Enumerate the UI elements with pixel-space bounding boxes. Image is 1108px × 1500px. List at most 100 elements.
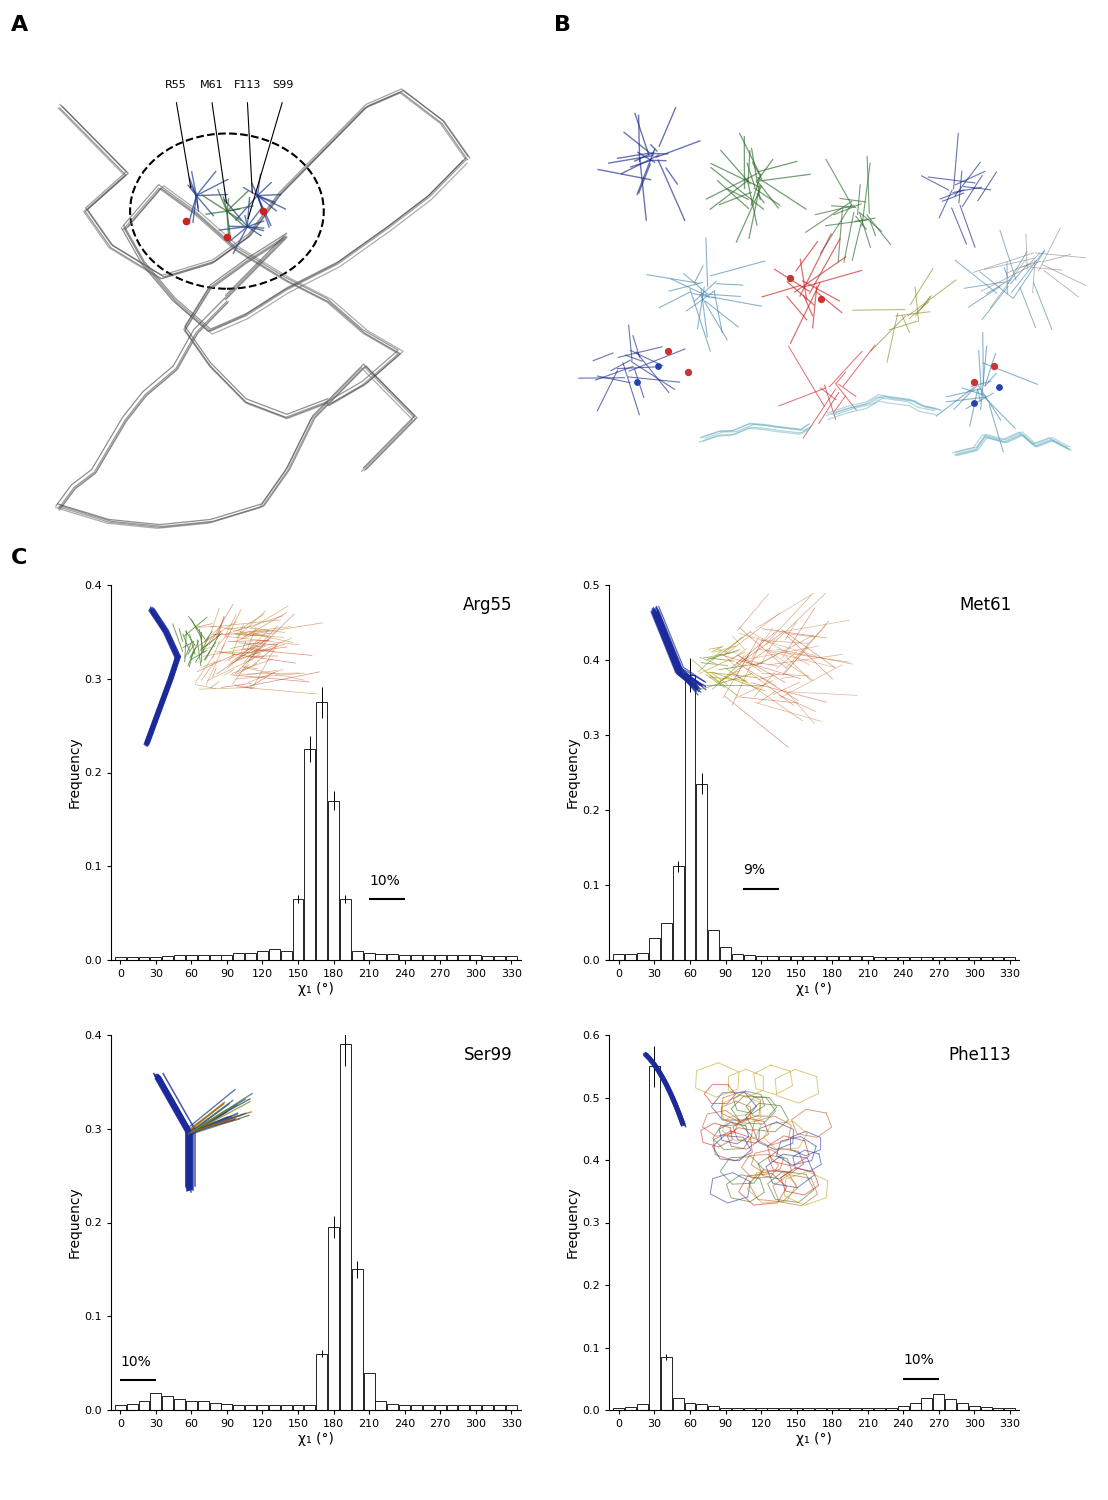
Bar [625, 1407, 636, 1410]
Bar [506, 957, 516, 960]
Bar [447, 1406, 458, 1410]
Bar [708, 1407, 719, 1410]
X-axis label: χ₁ (°): χ₁ (°) [797, 982, 832, 996]
Bar [696, 1404, 707, 1410]
Point [812, 286, 830, 310]
Bar [685, 675, 696, 960]
Text: 10%: 10% [903, 1353, 934, 1368]
Bar [316, 1353, 327, 1410]
Text: C: C [11, 548, 28, 567]
Bar [957, 1402, 968, 1410]
Bar [945, 1398, 956, 1410]
Bar [305, 748, 316, 960]
Bar [388, 1404, 398, 1410]
Bar [756, 1407, 767, 1410]
Bar [933, 1395, 944, 1410]
Bar [791, 1407, 802, 1410]
Bar [732, 1407, 742, 1410]
Bar [957, 957, 968, 960]
Bar [363, 952, 375, 960]
Point [254, 200, 271, 223]
Bar [968, 957, 979, 960]
Bar [411, 1406, 422, 1410]
Point [177, 210, 195, 234]
Bar [138, 1401, 150, 1410]
Bar [293, 1406, 304, 1410]
Bar [257, 951, 268, 960]
Bar [933, 957, 944, 960]
Bar [768, 957, 778, 960]
Bar [981, 1407, 992, 1410]
Bar [945, 957, 956, 960]
Bar [708, 930, 719, 960]
Bar [637, 952, 648, 960]
Bar [126, 957, 137, 960]
Text: Ser99: Ser99 [464, 1047, 513, 1065]
Bar [115, 957, 125, 960]
Bar [886, 957, 896, 960]
Bar [280, 1406, 291, 1410]
Bar [720, 1407, 731, 1410]
Bar [874, 1407, 885, 1410]
Bar [197, 1401, 208, 1410]
Bar [459, 1406, 470, 1410]
Bar [791, 957, 802, 960]
Bar [494, 1406, 505, 1410]
Bar [482, 957, 493, 960]
Text: M61: M61 [199, 80, 224, 90]
Bar [839, 957, 850, 960]
Text: 10%: 10% [369, 874, 400, 888]
Bar [614, 954, 624, 960]
Bar [886, 1407, 896, 1410]
Bar [743, 956, 755, 960]
Bar [352, 1269, 362, 1410]
Bar [340, 898, 351, 960]
Point [679, 360, 697, 384]
Bar [685, 1402, 696, 1410]
Bar [649, 1066, 660, 1410]
Bar [673, 867, 684, 960]
Bar [614, 1408, 624, 1410]
Bar [506, 1406, 516, 1410]
Text: S99: S99 [273, 80, 294, 90]
Bar [447, 956, 458, 960]
Text: Met61: Met61 [958, 597, 1012, 615]
Point [965, 390, 983, 414]
Bar [423, 1406, 434, 1410]
Bar [897, 957, 909, 960]
Bar [459, 956, 470, 960]
Text: Phe113: Phe113 [948, 1047, 1012, 1065]
Bar [494, 957, 505, 960]
Text: 10%: 10% [121, 1354, 151, 1368]
Bar [779, 957, 790, 960]
Bar [399, 1406, 410, 1410]
Point [965, 370, 983, 394]
Bar [328, 1227, 339, 1410]
Bar [115, 1406, 125, 1410]
X-axis label: χ₁ (°): χ₁ (°) [797, 1432, 832, 1446]
Bar [245, 952, 256, 960]
Bar [803, 957, 814, 960]
Bar [316, 702, 327, 960]
Bar [968, 1406, 979, 1410]
Bar [245, 1406, 256, 1410]
Bar [851, 957, 861, 960]
Bar [482, 1406, 493, 1410]
Text: 9%: 9% [743, 864, 766, 877]
Text: A: A [11, 15, 29, 34]
Bar [743, 1407, 755, 1410]
Bar [222, 1404, 233, 1410]
Bar [862, 1407, 873, 1410]
Bar [981, 957, 992, 960]
Bar [839, 1407, 850, 1410]
Bar [209, 956, 220, 960]
Bar [293, 898, 304, 960]
Bar [340, 1044, 351, 1410]
Y-axis label: Frequency: Frequency [566, 736, 579, 808]
Bar [209, 1402, 220, 1410]
Bar [174, 956, 185, 960]
Bar [151, 1394, 162, 1410]
Bar [197, 956, 208, 960]
Bar [269, 1406, 279, 1410]
Bar [1005, 957, 1015, 960]
